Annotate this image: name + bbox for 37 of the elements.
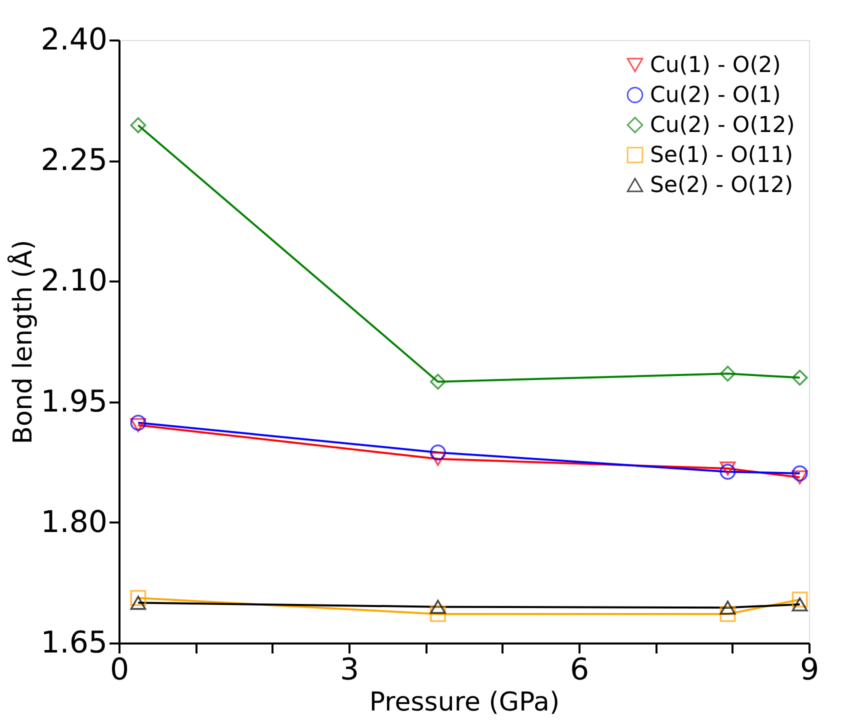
point [130,418,146,432]
point [130,117,146,134]
point [130,590,146,606]
y-tick-label: 2.25 [40,143,108,178]
y-tick-label: 1.80 [40,504,108,540]
point [792,465,808,482]
y-tick-label: 1.65 [40,626,108,660]
x-tick-label: 6 [570,652,590,688]
x-tick-label: 0 [110,652,130,688]
x-axis-title: Pressure (GPa) [369,688,560,718]
point [430,452,446,466]
point [792,592,808,608]
point [792,597,808,612]
point [792,370,808,386]
legend-label: Se(2) - O(12) [650,173,794,198]
legend-label: Cu(2) - O(1) [650,83,781,108]
legend-label: Se(1) - O(11) [650,143,794,168]
y-tick-label: 1.95 [40,384,108,420]
legend-label: Cu(2) - O(12) [650,113,795,138]
point [430,606,446,622]
y-tick-label: 2.40 [40,22,108,58]
point [792,470,808,484]
point [720,606,736,622]
point [430,374,446,390]
point [430,600,446,614]
point [130,414,146,431]
point [720,600,736,615]
point [720,366,736,382]
legend-label: Cu(1) - O(2) [650,53,781,78]
y-tick-label: 2.10 [40,264,108,299]
point [430,444,446,460]
x-tick-label: 9 [800,652,820,688]
point [720,462,736,476]
point [720,464,736,480]
point [130,596,146,610]
y-axis-title: Bond length (Å) [6,240,39,444]
x-tick-label: 3 [340,652,360,688]
